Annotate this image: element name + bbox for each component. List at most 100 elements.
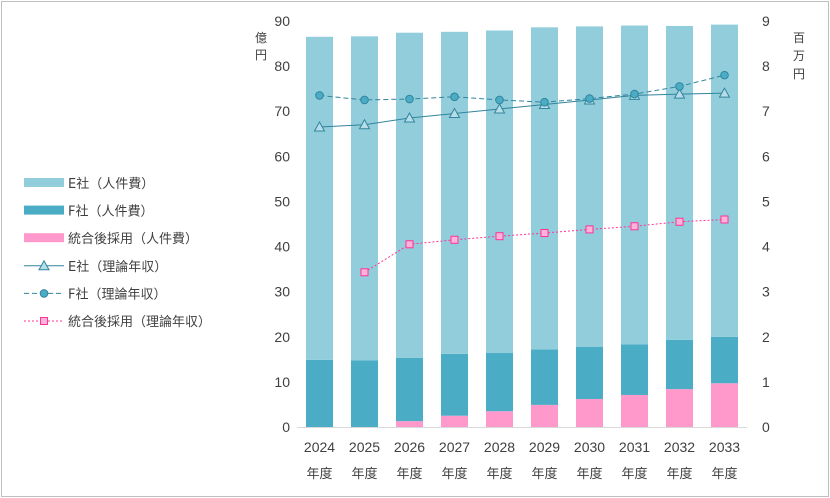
legend-marker: [39, 289, 49, 298]
series-point: [405, 94, 414, 104]
series-point: [630, 222, 639, 231]
left-axis-unit-label: 億: [255, 31, 267, 45]
bar-segment: [306, 359, 333, 427]
x-axis-tick-label: 2029: [529, 439, 560, 455]
legend-swatch: [24, 233, 64, 243]
right-axis-tick-label: 0: [762, 419, 770, 435]
left-axis-tick-label: 20: [274, 329, 290, 345]
x-axis-tick-label: 2026: [394, 439, 425, 455]
series-point: [358, 118, 371, 130]
bar-segment: [441, 31, 468, 354]
bar-segment: [351, 36, 378, 361]
bar-segment: [576, 399, 603, 427]
right-axis-tick-label: 3: [762, 284, 770, 300]
bar-segment: [396, 421, 423, 427]
x-axis-tick-suffix: 年度: [486, 466, 512, 482]
series-point: [315, 91, 324, 100]
bar-segment: [666, 25, 693, 340]
right-axis-unit-label: 百: [793, 31, 805, 45]
right-axis-tick-label: 9: [762, 13, 770, 29]
legend-label: 統合後採用（人件費）: [68, 232, 198, 247]
bar-segment: [711, 336, 738, 384]
right-axis-tick-label: 5: [762, 193, 770, 209]
left-axis-tick-label: 10: [274, 374, 290, 390]
series-point: [585, 94, 594, 103]
right-axis-unit-label: 円: [793, 67, 805, 81]
right-axis-tick-label: 6: [762, 148, 770, 164]
left-axis-tick-label: 0: [282, 419, 290, 435]
bar-segment: [531, 349, 558, 405]
bar-segment: [486, 30, 513, 354]
bar-segment: [486, 353, 513, 412]
bar-segment: [351, 360, 378, 427]
x-axis-tick-label: 2033: [709, 439, 740, 455]
x-axis-tick-label: 2028: [484, 439, 515, 455]
series-point: [495, 95, 504, 105]
x-axis-tick-suffix: 年度: [621, 466, 647, 482]
bar-segment: [666, 339, 693, 390]
series-point: [540, 229, 549, 238]
bar-segment: [621, 344, 648, 395]
right-axis-tick-label: 7: [762, 103, 770, 119]
left-axis-tick-label: 70: [274, 103, 290, 119]
left-axis-tick-label: 30: [274, 284, 290, 300]
right-axis-tick-label: 2: [762, 329, 770, 345]
left-axis-tick-label: 50: [274, 193, 290, 209]
series-point: [720, 215, 729, 224]
left-axis-tick-label: 40: [274, 239, 290, 255]
bar-segment: [621, 394, 648, 427]
series-line: [319, 92, 725, 128]
legend-label: E社（理論年収）: [68, 259, 167, 275]
x-axis-tick-label: 2024: [304, 439, 335, 455]
series-point: [360, 95, 369, 105]
x-axis-tick-suffix: 年度: [531, 466, 557, 482]
bar-segment: [576, 346, 603, 400]
bar-segment: [396, 357, 423, 422]
series-point: [630, 89, 639, 99]
bar-segment: [531, 404, 558, 427]
series-point: [720, 70, 729, 80]
left-axis-unit-label: 円: [255, 48, 267, 62]
legend-marker: [40, 317, 48, 325]
x-axis-tick-label: 2027: [439, 439, 470, 455]
right-axis-tick-label: 4: [762, 239, 770, 255]
legend-swatch: [24, 205, 64, 215]
x-axis-tick-suffix: 年度: [576, 466, 602, 482]
series-point: [718, 87, 731, 98]
series-point: [495, 232, 504, 241]
x-axis-tick-suffix: 年度: [711, 466, 737, 482]
legend-label: F社（理論年収）: [68, 286, 166, 302]
legend-label: E社（人件費）: [68, 176, 154, 192]
bar-segment: [306, 36, 333, 360]
right-axis-tick-label: 8: [762, 58, 770, 74]
bar-segment: [711, 383, 738, 427]
x-axis-tick-suffix: 年度: [441, 466, 467, 482]
bar-segment: [531, 27, 558, 350]
x-axis-tick-label: 2031: [619, 439, 650, 455]
right-axis-unit-label: 万: [793, 49, 805, 63]
series-point: [403, 111, 416, 123]
series-point: [360, 268, 369, 277]
series-point: [448, 107, 461, 118]
bar-segment: [576, 26, 603, 347]
left-axis-tick-label: 60: [274, 148, 290, 164]
series-line: [319, 74, 725, 103]
legend-swatch: [24, 178, 64, 187]
series-point: [450, 235, 459, 244]
right-axis-tick-label: 1: [762, 374, 770, 390]
x-axis-tick-label: 2025: [349, 439, 380, 455]
x-axis-tick-suffix: 年度: [666, 466, 692, 482]
legend-label: 統合後採用（理論年収）: [68, 314, 211, 330]
legend-label: F社（人件費）: [68, 204, 153, 220]
series-point: [673, 88, 686, 99]
series-point: [540, 97, 549, 107]
series-point: [313, 120, 326, 132]
x-axis-tick-suffix: 年度: [396, 466, 422, 482]
left-axis-tick-label: 80: [274, 58, 290, 74]
series-point: [493, 102, 506, 114]
bar-segment: [441, 353, 468, 416]
x-axis-tick-label: 2032: [664, 439, 695, 455]
bar-segment: [396, 32, 423, 358]
